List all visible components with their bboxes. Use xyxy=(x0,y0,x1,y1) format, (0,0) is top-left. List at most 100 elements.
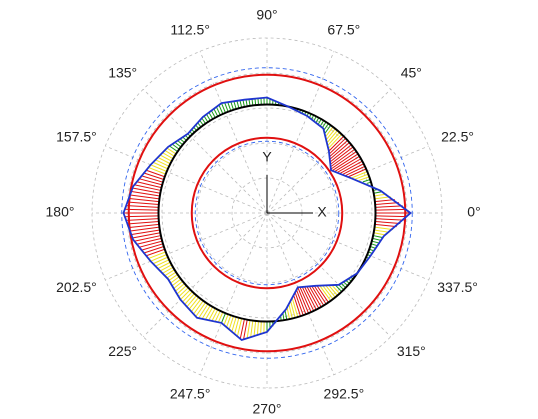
grid-spoke xyxy=(199,212,268,375)
hatch-line xyxy=(328,285,338,296)
hatch-line xyxy=(201,305,211,320)
hatch-line xyxy=(350,171,368,179)
hatch-line xyxy=(166,271,177,279)
hatch-line xyxy=(348,168,367,178)
hatch-line xyxy=(304,286,317,310)
hatch-line xyxy=(136,237,162,245)
grid-spoke xyxy=(266,88,392,214)
angle-tick-label: 202.5° xyxy=(56,279,97,295)
hatch-line xyxy=(335,284,343,293)
hatch-line xyxy=(124,208,159,211)
grid-spoke xyxy=(105,212,268,281)
hatch-line xyxy=(340,283,347,289)
hatch-line xyxy=(354,173,369,180)
hatch-line xyxy=(327,132,340,146)
hatch-line xyxy=(256,321,259,336)
hatch-line xyxy=(192,300,204,315)
hatch-line xyxy=(230,101,234,110)
hatch-line xyxy=(159,264,172,272)
hatch-line xyxy=(286,307,291,320)
hatch-line xyxy=(358,176,370,181)
angle-tick-label: 0° xyxy=(467,204,480,220)
hatch-line xyxy=(124,215,159,218)
angle-tick-label: 180° xyxy=(46,204,75,220)
hatch-line xyxy=(174,283,185,293)
hatch-line xyxy=(337,158,362,173)
hatch-line xyxy=(302,287,315,312)
hatch-line xyxy=(211,309,219,322)
hatch-line xyxy=(198,303,209,319)
hatch-line xyxy=(242,99,245,107)
hatch-line xyxy=(321,121,327,128)
grid-spoke xyxy=(142,212,268,338)
hatch-line xyxy=(260,321,262,335)
hatch-line xyxy=(190,298,202,313)
grid-spoke xyxy=(142,88,268,214)
hatch-line xyxy=(223,314,229,326)
reference-circle xyxy=(157,103,377,323)
hatch-line xyxy=(130,190,160,197)
hatch-line xyxy=(330,142,350,160)
hatch-line xyxy=(332,153,359,171)
hatch-line xyxy=(204,306,214,321)
hatch-line xyxy=(127,223,160,229)
hatch-line xyxy=(239,99,243,108)
hatch-line xyxy=(181,291,193,303)
hatch-line xyxy=(374,226,394,231)
profile-line xyxy=(122,96,412,342)
hatch-line xyxy=(140,175,164,183)
hatch-line xyxy=(126,201,159,205)
hatch-line xyxy=(325,126,334,137)
hatch-line xyxy=(143,172,164,180)
hatch-line xyxy=(134,235,161,242)
angle-tick-label: 337.5° xyxy=(437,279,478,295)
hatch-line xyxy=(157,261,171,270)
hatch-line xyxy=(134,184,161,191)
hatch-line xyxy=(334,155,360,172)
hatch-line xyxy=(338,284,345,291)
grid-spoke xyxy=(266,51,335,214)
hatch-line xyxy=(375,215,408,218)
hatch-line xyxy=(319,285,332,302)
angle-tick-label: 270° xyxy=(253,401,282,417)
tolerance-circle xyxy=(194,140,340,286)
hatch-line xyxy=(161,151,174,160)
hatch-line xyxy=(129,226,160,232)
hatch-line xyxy=(322,285,334,300)
hatch-line xyxy=(284,310,288,320)
hatch-line xyxy=(236,318,243,337)
hatch-line xyxy=(217,311,224,323)
hatch-line xyxy=(171,143,180,150)
hatch-line xyxy=(159,154,172,162)
hatch-line xyxy=(324,124,332,134)
hatch-line xyxy=(215,106,221,116)
hatch-line xyxy=(313,285,327,305)
hatch-line xyxy=(375,208,407,211)
hatch-line xyxy=(147,166,166,175)
hatch-line xyxy=(293,296,302,317)
hatch-line xyxy=(225,315,232,328)
angle-tick-label: 292.5° xyxy=(324,386,365,402)
hatch-line xyxy=(166,147,177,155)
hatch-line xyxy=(231,316,237,333)
hatch-line xyxy=(125,218,159,221)
hatch-line xyxy=(176,285,187,295)
hatch-line xyxy=(329,140,348,157)
hatch-line xyxy=(169,145,178,152)
hatch-line xyxy=(373,232,386,236)
hatch-line xyxy=(330,146,354,165)
hatch-line xyxy=(154,259,170,267)
hatch-line xyxy=(294,293,304,316)
marks: XY xyxy=(121,67,413,359)
grid-circle xyxy=(196,142,338,284)
grid-spoke xyxy=(266,212,335,375)
hatch-line xyxy=(243,319,248,340)
hatch-line xyxy=(375,218,404,221)
angle-tick-label: 67.5° xyxy=(327,22,360,38)
hatch-line xyxy=(233,317,240,335)
hatch-line xyxy=(327,130,338,143)
hatch-line xyxy=(164,269,175,277)
tolerance-circle xyxy=(121,67,413,359)
hatch-line xyxy=(330,144,352,162)
angle-tick-label: 22.5° xyxy=(441,128,474,144)
